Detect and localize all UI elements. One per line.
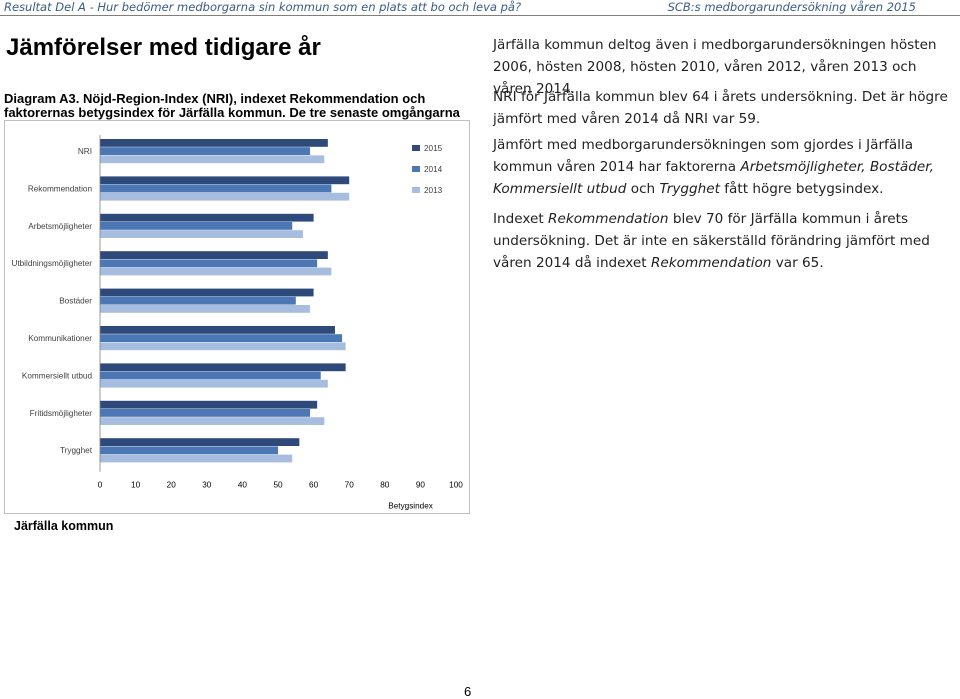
bar-2015 bbox=[100, 176, 350, 185]
x-tick-label: 80 bbox=[380, 481, 390, 490]
bar-2015 bbox=[100, 213, 314, 222]
municipality-name: Järfälla kommun bbox=[14, 519, 114, 533]
bar-2013 bbox=[100, 454, 293, 463]
x-tick-label: 10 bbox=[131, 481, 141, 490]
paragraph-nri-result: NRI för Järfälla kommun blev 64 i årets … bbox=[493, 89, 948, 127]
page-header: Resultat Del A - Hur bedömer medborgarna… bbox=[0, 0, 960, 14]
category-label: Kommersiellt utbud bbox=[22, 371, 93, 380]
bar-2015 bbox=[100, 139, 328, 147]
header-document-title: Resultat Del A - Hur bedömer medborgarna… bbox=[4, 0, 522, 14]
category-label: Arbetsmöjligheter bbox=[28, 222, 92, 231]
bar-2013 bbox=[100, 267, 332, 276]
x-tick-label: 40 bbox=[238, 481, 248, 490]
category-label: Trygghet bbox=[60, 446, 93, 455]
header-survey-name: SCB:s medborgarundersökning våren 2015 bbox=[667, 0, 916, 14]
section-title: Jämförelser med tidigare år bbox=[6, 34, 321, 61]
header-divider bbox=[0, 15, 960, 16]
bar-2014 bbox=[100, 147, 311, 155]
bar-2015 bbox=[100, 326, 335, 334]
page-number: 6 bbox=[464, 684, 472, 699]
bar-2014 bbox=[100, 259, 318, 268]
x-tick-label: 30 bbox=[202, 481, 212, 490]
bar-2013 bbox=[100, 342, 346, 351]
bar-2013 bbox=[100, 379, 328, 388]
bar-2014 bbox=[100, 371, 321, 380]
legend-label: 2014 bbox=[424, 165, 443, 174]
bar-2015 bbox=[100, 363, 346, 372]
legend-label: 2013 bbox=[424, 186, 443, 195]
paragraph-previous-surveys: Järfälla kommun deltog även i medborgaru… bbox=[493, 37, 937, 97]
bar-2014 bbox=[100, 222, 293, 230]
paragraph-recommendation: Indexet Rekommendation blev 70 för Järfä… bbox=[493, 211, 930, 271]
category-label: Bostäder bbox=[59, 297, 92, 306]
bar-2014 bbox=[100, 334, 343, 342]
bar-2015 bbox=[100, 400, 318, 409]
bar-2014 bbox=[100, 184, 332, 193]
bar-2013 bbox=[100, 155, 325, 164]
bar-2015 bbox=[100, 438, 300, 446]
bar-2014 bbox=[100, 409, 311, 417]
bar-2015 bbox=[100, 288, 314, 297]
paragraph-factor-comparison: Jämfört med medborgarundersökningen som … bbox=[493, 137, 934, 197]
x-tick-label: 90 bbox=[416, 481, 426, 490]
x-tick-label: 20 bbox=[167, 481, 177, 490]
bar-2014 bbox=[100, 446, 278, 455]
category-label: Fritidsmöjligheter bbox=[30, 409, 93, 418]
bar-chart: NRI Rekommendation Arbetsmöjligheter Utbild… bbox=[11, 135, 463, 511]
x-tick-label: 0 bbox=[98, 481, 103, 490]
category-label: Utbildningsmöjligheter bbox=[11, 259, 92, 268]
chart-frame: NRI Rekommendation Arbetsmöjligheter Utbild… bbox=[4, 120, 470, 514]
bar-2013 bbox=[100, 230, 303, 238]
bar-2013 bbox=[100, 192, 350, 201]
bar-2013 bbox=[100, 417, 325, 425]
legend-swatch-2014 bbox=[412, 166, 420, 172]
x-tick-label: 60 bbox=[309, 481, 319, 490]
category-label: NRI bbox=[78, 147, 92, 156]
category-label: Rekommendation bbox=[28, 184, 93, 193]
legend-swatch-2015 bbox=[412, 145, 420, 151]
category-label: Kommunikationer bbox=[28, 334, 92, 343]
legend-label: 2015 bbox=[424, 144, 443, 153]
bar-2013 bbox=[100, 305, 311, 313]
bar-2014 bbox=[100, 296, 296, 305]
x-axis-label: Betygsindex bbox=[388, 502, 433, 511]
bar-2015 bbox=[100, 251, 328, 259]
legend-swatch-2013 bbox=[412, 187, 420, 193]
x-tick-label: 50 bbox=[273, 481, 283, 490]
x-tick-label: 100 bbox=[449, 481, 463, 490]
x-tick-label: 70 bbox=[345, 481, 355, 490]
